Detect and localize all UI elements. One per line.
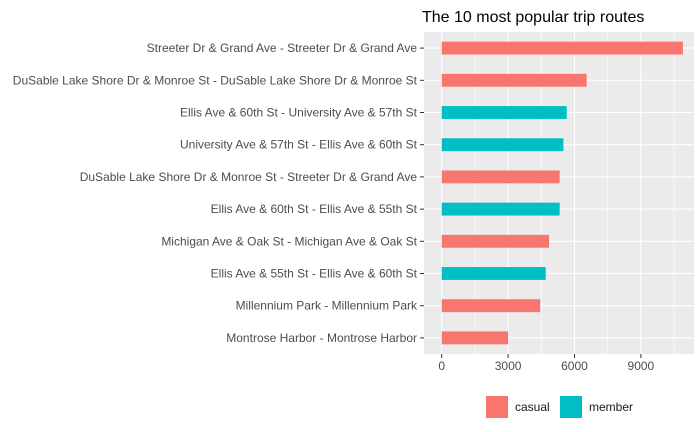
bar-casual — [441, 331, 509, 345]
chart-title: The 10 most popular trip routes — [422, 9, 644, 26]
legend-key-member — [560, 396, 582, 418]
x-tick-label: 0 — [438, 359, 445, 373]
y-tick-label: University Ave & 57th St - Ellis Ave & 6… — [180, 138, 418, 152]
x-tick-label: 3000 — [495, 359, 522, 373]
bar-member — [441, 138, 564, 152]
bar-casual — [441, 234, 550, 248]
x-axis: 0 3000 6000 9000 — [438, 354, 655, 373]
y-tick-label: Millennium Park - Millennium Park — [236, 299, 418, 313]
y-tick-label: Ellis Ave & 55th St - Ellis Ave & 60th S… — [211, 267, 418, 281]
bar-casual — [441, 41, 683, 55]
legend: casual member — [486, 396, 633, 418]
x-tick-label: 9000 — [628, 359, 655, 373]
bar-member — [441, 267, 546, 280]
y-tick-label: DuSable Lake Shore Dr & Monroe St - DuSa… — [13, 73, 418, 87]
y-tick-label: DuSable Lake Shore Dr & Monroe St - Stre… — [80, 170, 418, 184]
legend-key-casual — [486, 396, 508, 418]
y-tick-label: Ellis Ave & 60th St - University Ave & 5… — [180, 106, 418, 120]
bar-casual — [441, 170, 560, 184]
y-axis-labels: Streeter Dr & Grand Ave - Streeter Dr & … — [13, 41, 424, 345]
bar-member — [441, 202, 560, 216]
bars — [441, 41, 683, 345]
y-tick-label: Montrose Harbor - Montrose Harbor — [226, 331, 417, 345]
legend-label-member: member — [589, 400, 633, 414]
y-tick-label: Streeter Dr & Grand Ave - Streeter Dr & … — [147, 41, 418, 55]
bar-casual — [441, 299, 541, 313]
bar-member — [441, 106, 567, 119]
y-tick-label: Michigan Ave & Oak St - Michigan Ave & O… — [161, 234, 417, 248]
y-tick-label: Ellis Ave & 60th St - Ellis Ave & 55th S… — [211, 202, 418, 216]
legend-label-casual: casual — [515, 400, 550, 414]
x-tick-label: 6000 — [561, 359, 588, 373]
bar-casual — [441, 73, 587, 87]
